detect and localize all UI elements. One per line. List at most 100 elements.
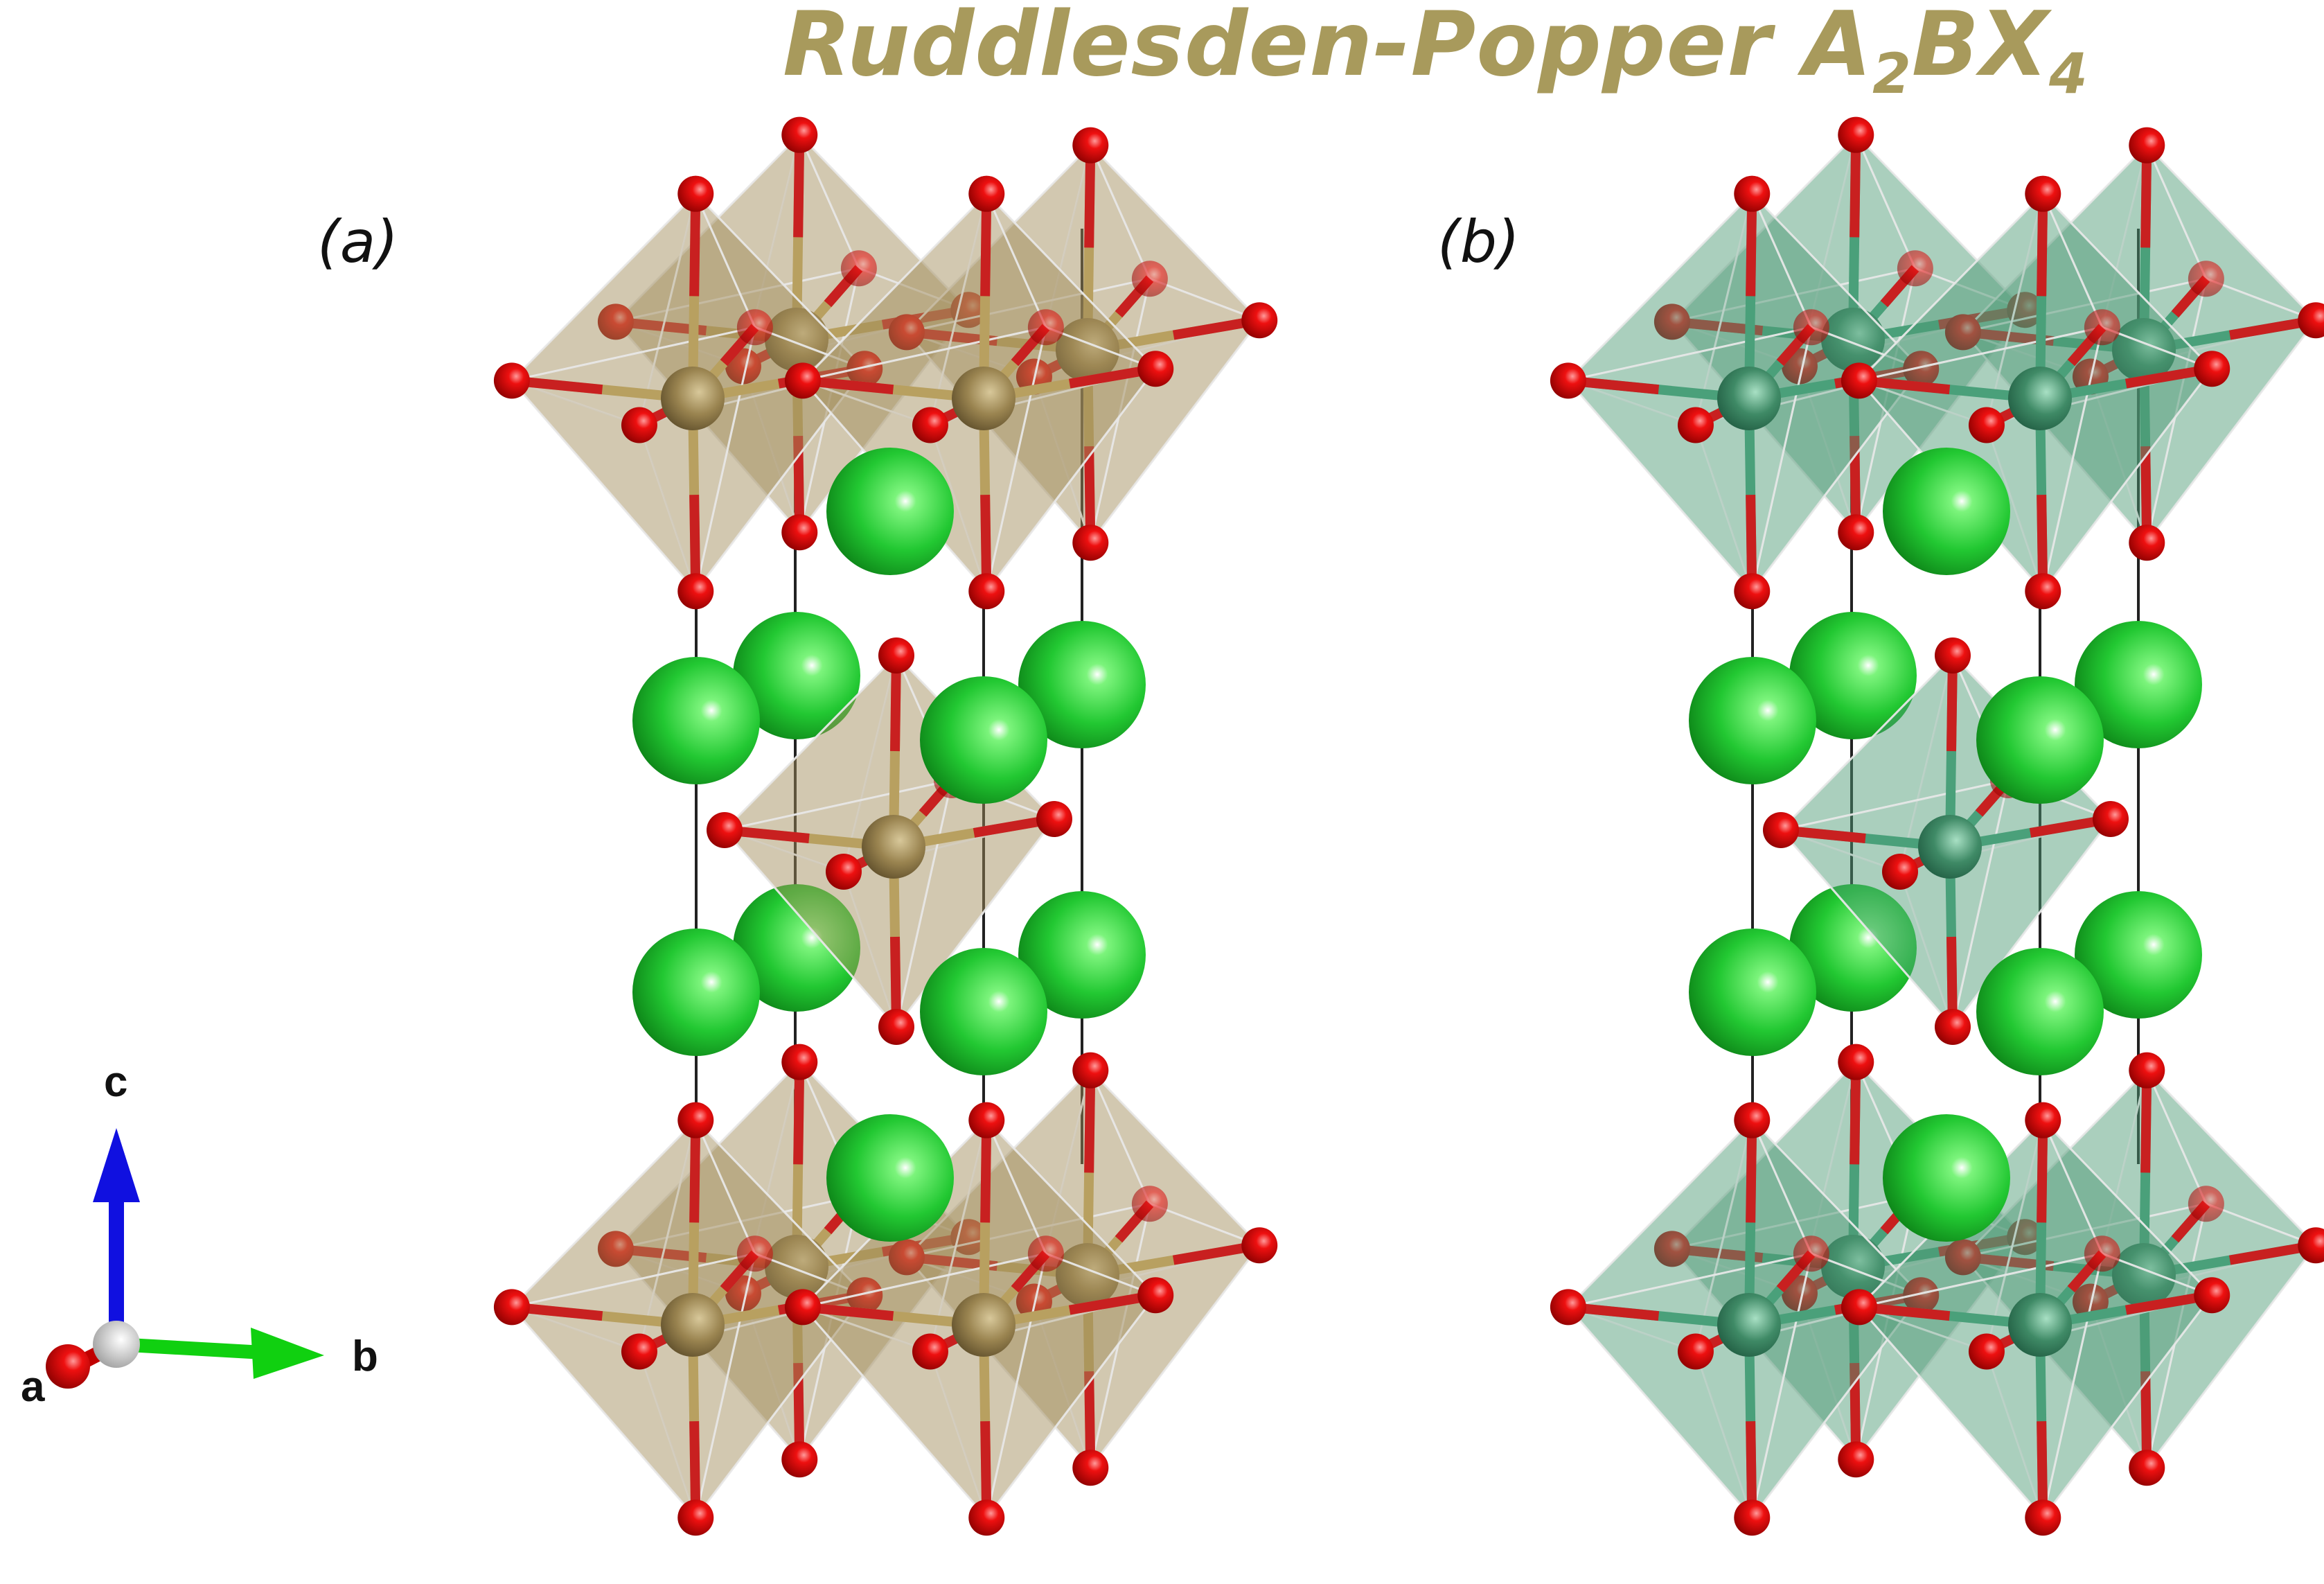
a-site-atom xyxy=(1976,676,2104,804)
x-site-atom xyxy=(2129,1450,2165,1486)
a-site-atom xyxy=(920,948,1047,1075)
a-site-atom xyxy=(1689,657,1816,784)
top-layer-octahedron xyxy=(784,175,1174,610)
b-site-atom xyxy=(1717,367,1781,430)
x-site-atom xyxy=(968,175,1005,212)
a-site-atom xyxy=(632,657,760,784)
x-site-atom xyxy=(1968,407,2005,443)
x-site-atom xyxy=(677,1102,714,1138)
b-site-atom xyxy=(2112,318,2176,382)
x-site-atom xyxy=(621,407,657,443)
x-site-atom xyxy=(888,1239,925,1276)
x-site-atom xyxy=(1840,362,1877,399)
b-site-atom xyxy=(1821,1235,1885,1299)
x-site-atom xyxy=(2188,1186,2224,1222)
x-site-atom xyxy=(1840,1289,1877,1326)
x-site-atom xyxy=(1137,1277,1174,1314)
x-site-atom xyxy=(968,1102,1005,1138)
x-site-atom xyxy=(888,314,925,351)
x-site-atom xyxy=(2084,1235,2120,1272)
x-site-atom xyxy=(621,1333,657,1370)
x-site-atom xyxy=(1550,362,1586,399)
x-site-atom xyxy=(1241,302,1278,339)
x-site-atom xyxy=(2298,1227,2324,1264)
x-site-atom xyxy=(1763,812,1799,848)
b-site-atom xyxy=(661,1293,725,1357)
x-site-atom xyxy=(1897,250,1933,287)
figure-title: Ruddlesden-Popper A2BX4 xyxy=(783,0,2088,106)
b-site-atom xyxy=(952,367,1015,430)
x-site-atom xyxy=(1734,1102,1771,1138)
a-site-atom xyxy=(1789,884,1917,1012)
x-site-atom xyxy=(1734,573,1771,610)
b-site-atom xyxy=(2008,367,2072,430)
x-site-atom xyxy=(912,1333,948,1370)
a-site-atom xyxy=(1689,929,1816,1056)
x-site-atom xyxy=(1027,309,1064,346)
b-site-atom xyxy=(765,1235,828,1299)
x-site-atom xyxy=(2025,573,2061,610)
x-site-atom xyxy=(1944,1239,1981,1276)
x-site-atom xyxy=(597,1231,634,1267)
x-site-atom xyxy=(1944,314,1981,351)
x-site-atom xyxy=(1968,1333,2005,1370)
x-site-atom xyxy=(1793,1235,1829,1272)
x-site-atom xyxy=(1677,1333,1714,1370)
b-site-atom xyxy=(1717,1293,1781,1357)
x-site-atom xyxy=(784,1289,821,1326)
x-site-atom xyxy=(781,116,818,153)
b-site-atom xyxy=(1821,308,1885,371)
axis-origin xyxy=(93,1321,140,1368)
x-site-atom xyxy=(2298,302,2324,339)
x-site-atom xyxy=(840,250,877,287)
x-site-atom xyxy=(784,362,821,399)
a-site-atom xyxy=(2075,891,2202,1019)
b-site-atom xyxy=(661,367,725,430)
x-site-atom xyxy=(2129,1052,2165,1089)
b-site-atom xyxy=(862,815,925,879)
x-site-atom xyxy=(1903,351,1940,387)
a-axis-label: a xyxy=(21,1363,45,1411)
x-site-atom xyxy=(2188,261,2224,297)
x-site-atom xyxy=(1131,1186,1168,1222)
x-site-atom xyxy=(2084,309,2120,346)
x-site-atom xyxy=(1935,637,1971,674)
x-site-atom xyxy=(912,407,948,443)
x-site-atom xyxy=(1072,127,1109,164)
a-site-atom xyxy=(1883,1114,2010,1242)
x-site-atom xyxy=(2129,127,2165,164)
top-layer-octahedron xyxy=(1550,175,1940,610)
x-site-atom xyxy=(846,1277,883,1314)
x-site-atom xyxy=(1550,1289,1586,1326)
x-site-atom xyxy=(736,1235,773,1272)
x-site-atom xyxy=(1027,1235,1064,1272)
x-site-atom xyxy=(2025,175,2061,212)
x-site-atom xyxy=(1036,801,1072,837)
b-site-atom xyxy=(952,1293,1015,1357)
x-site-atom xyxy=(493,1289,530,1326)
x-site-atom xyxy=(1072,525,1109,561)
b-site-atom xyxy=(1056,1243,1119,1307)
x-site-atom xyxy=(1072,1052,1109,1089)
axis-triad: c b a xyxy=(21,1058,378,1411)
middle-octahedron xyxy=(707,637,1072,1045)
panel-b-structure xyxy=(1550,116,2324,1536)
x-site-atom xyxy=(781,1044,818,1080)
x-site-atom xyxy=(707,812,743,848)
x-site-atom xyxy=(493,362,530,399)
panel-label-b: (b) xyxy=(1437,208,1520,276)
a-site-atom xyxy=(632,929,760,1056)
x-site-atom xyxy=(677,1499,714,1536)
x-site-atom xyxy=(1653,303,1690,340)
x-site-atom xyxy=(878,637,914,674)
bottom-layer-octahedron xyxy=(1653,1044,2043,1478)
a-site-atom xyxy=(1018,621,1146,748)
a-site-atom xyxy=(1789,612,1917,739)
a-site-atom xyxy=(1883,448,2010,575)
x-site-atom xyxy=(2194,351,2230,387)
a-site-atom xyxy=(2075,621,2202,748)
x-site-atom xyxy=(2025,1499,2061,1536)
bottom-layer-octahedron xyxy=(1840,1102,2230,1536)
x-site-atom xyxy=(736,309,773,346)
